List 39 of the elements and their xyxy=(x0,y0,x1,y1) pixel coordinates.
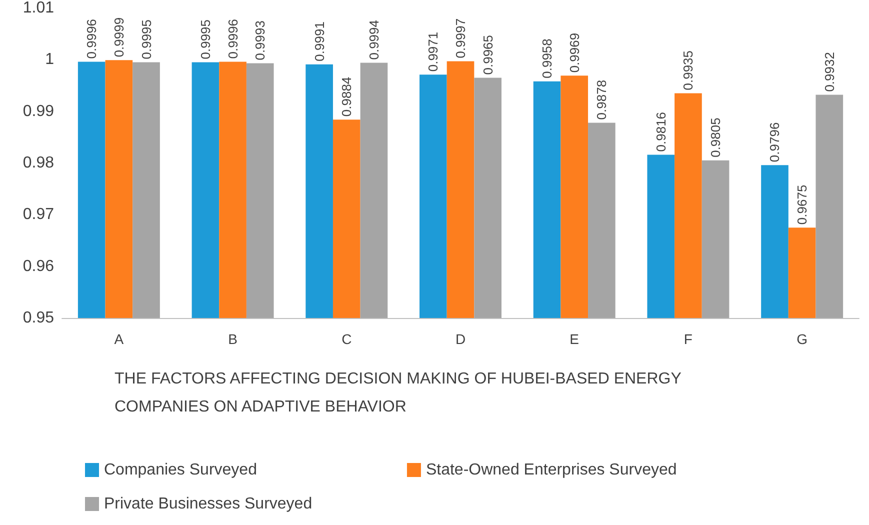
data-label: 0.9958 xyxy=(540,38,555,78)
data-label: 0.9971 xyxy=(426,32,441,72)
data-label: 0.9995 xyxy=(138,19,154,60)
x-tick-label: A xyxy=(114,331,124,347)
data-label: 0.9884 xyxy=(339,76,354,117)
data-label: 0.9996 xyxy=(225,18,240,59)
data-label: 0.9999 xyxy=(111,17,126,58)
legend-label: State-Owned Enterprises Surveyed xyxy=(426,462,677,478)
y-tick-label: 1 xyxy=(45,51,54,68)
data-label: 0.9993 xyxy=(252,20,268,60)
data-label: 0.9878 xyxy=(594,80,610,120)
data-label: 0.9997 xyxy=(453,18,468,58)
x-tick-label: E xyxy=(570,331,580,347)
data-label: 0.9991 xyxy=(312,22,327,62)
x-tick-label: B xyxy=(228,331,238,347)
data-label: 0.9996 xyxy=(84,18,100,59)
data-label: 0.9932 xyxy=(822,52,837,92)
y-tick-label: 0.95 xyxy=(22,310,54,326)
x-axis-title: THE FACTORS AFFECTING DECISION MAKING OF HUBEI-BASED ENERGY COMPANIES ON ADAPTIVE BEHAVIOR xyxy=(114,370,686,416)
data-label: 0.9935 xyxy=(680,50,696,90)
y-tick-label: 0.98 xyxy=(22,154,54,172)
data-label: 0.9805 xyxy=(708,118,724,158)
y-tick-label: 0.99 xyxy=(22,102,54,120)
legend-label: Private Businesses Surveyed xyxy=(104,496,312,512)
data-label: 0.9969 xyxy=(566,32,582,73)
x-tick-label: F xyxy=(684,331,692,347)
data-label: 0.9995 xyxy=(198,19,213,60)
data-label: 0.9796 xyxy=(767,122,782,162)
data-label: 0.9675 xyxy=(794,184,810,225)
y-tick-label: 0.97 xyxy=(22,206,54,224)
data-label: 0.9994 xyxy=(366,20,382,60)
data-label: 0.9816 xyxy=(653,112,668,152)
x-tick-label: C xyxy=(342,331,352,347)
legend-label: Companies Surveyed xyxy=(104,462,257,478)
x-tick-label: D xyxy=(455,331,466,347)
y-tick-label: 0.96 xyxy=(22,258,54,275)
data-label: 0.9965 xyxy=(480,34,496,75)
y-tick-label: 1.01 xyxy=(22,0,54,16)
x-tick-label: G xyxy=(796,331,808,347)
